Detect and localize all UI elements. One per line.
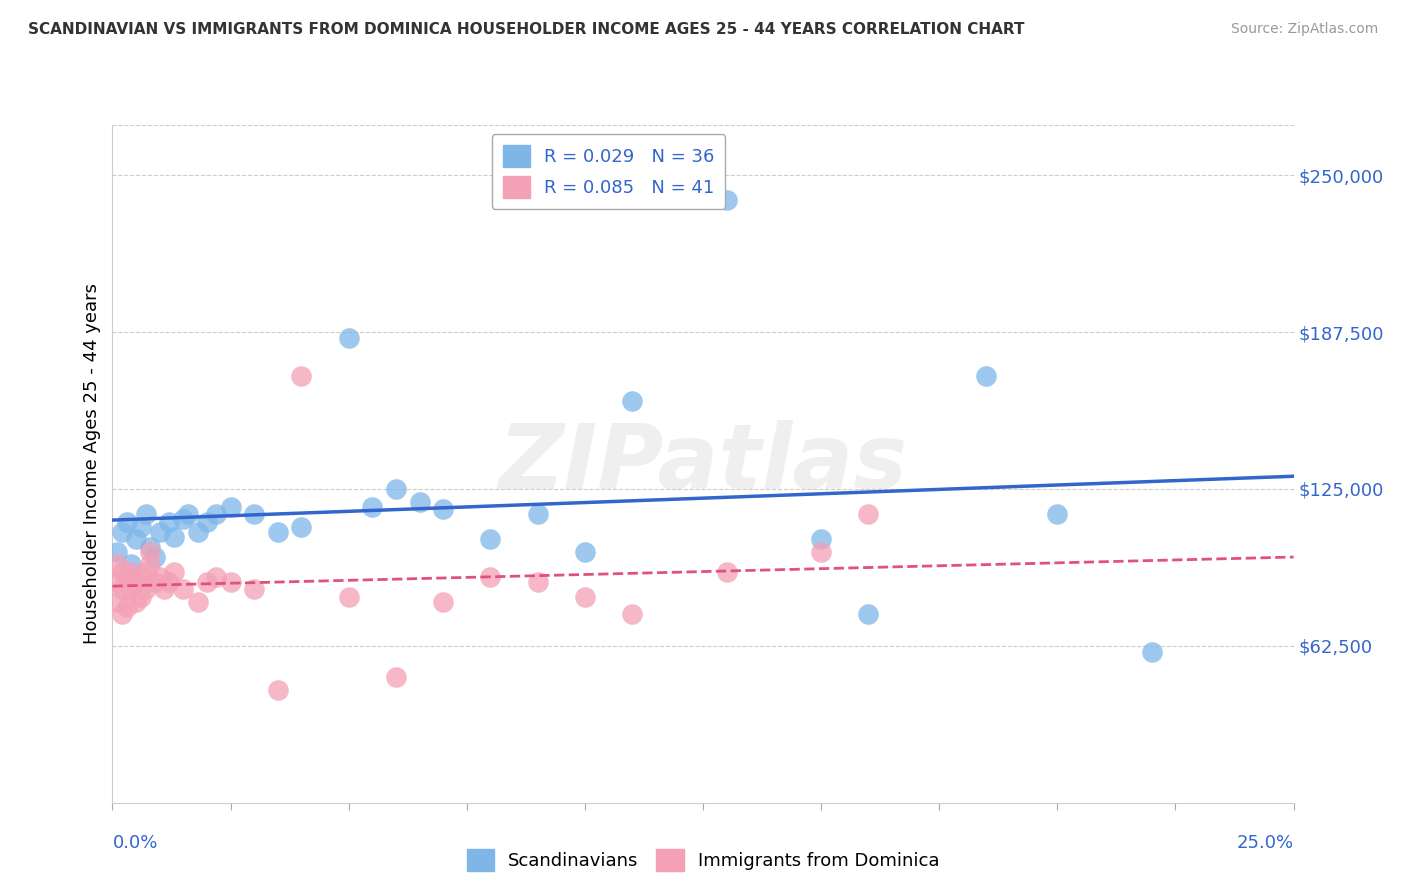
Point [716,565,738,579]
Point [479,532,502,546]
Point [115,570,138,584]
Text: 0.0%: 0.0% [112,834,157,852]
Text: SCANDINAVIAN VS IMMIGRANTS FROM DOMINICA HOUSEHOLDER INCOME AGES 25 - 44 YEARS C: SCANDINAVIAN VS IMMIGRANTS FROM DOMINICA… [28,22,1025,37]
Point [157,515,180,529]
Point [143,549,166,564]
Point [186,595,208,609]
Point [105,595,128,609]
Point [120,565,142,579]
Point [105,574,128,589]
Point [361,500,384,514]
Point [479,570,502,584]
Point [163,530,186,544]
Point [976,368,998,383]
Point [172,582,194,597]
Point [177,507,200,521]
Point [135,565,157,579]
Point [290,519,312,533]
Point [574,590,596,604]
Point [716,193,738,207]
Point [135,582,157,597]
Point [149,524,172,539]
Text: 25.0%: 25.0% [1236,834,1294,852]
Point [219,574,242,589]
Point [385,670,408,684]
Point [115,599,138,614]
Point [105,545,128,559]
Point [337,590,360,604]
Y-axis label: Householder Income Ages 25 - 44 years: Householder Income Ages 25 - 44 years [83,284,101,644]
Point [139,540,162,554]
Point [432,502,454,516]
Point [385,482,408,496]
Point [129,519,152,533]
Point [172,512,194,526]
Point [810,545,832,559]
Point [120,558,142,572]
Point [149,570,172,584]
Point [163,565,186,579]
Point [858,507,880,521]
Point [111,524,134,539]
Point [125,595,148,609]
Point [432,595,454,609]
Point [105,558,128,572]
Point [153,582,176,597]
Point [125,532,148,546]
Point [205,570,228,584]
Point [111,565,134,579]
Point [858,607,880,622]
Point [621,394,644,409]
Point [526,574,548,589]
Point [243,582,266,597]
Point [195,574,218,589]
Point [139,558,162,572]
Point [195,515,218,529]
Text: Source: ZipAtlas.com: Source: ZipAtlas.com [1230,22,1378,37]
Point [115,515,138,529]
Legend: Scandinavians, Immigrants from Dominica: Scandinavians, Immigrants from Dominica [460,842,946,879]
Text: ZIPatlas: ZIPatlas [499,420,907,508]
Point [205,507,228,521]
Legend: R = 0.029   N = 36, R = 0.085   N = 41: R = 0.029 N = 36, R = 0.085 N = 41 [492,134,725,209]
Point [290,368,312,383]
Point [125,574,148,589]
Point [111,582,134,597]
Point [143,574,166,589]
Point [267,524,290,539]
Point [219,500,242,514]
Point [526,507,548,521]
Point [408,494,430,508]
Point [1046,507,1069,521]
Point [139,545,162,559]
Point [186,524,208,539]
Point [337,331,360,345]
Point [243,507,266,521]
Point [120,582,142,597]
Point [129,590,152,604]
Point [810,532,832,546]
Point [267,682,290,697]
Point [1140,645,1163,659]
Point [574,545,596,559]
Point [621,607,644,622]
Point [129,570,152,584]
Point [111,607,134,622]
Point [135,507,157,521]
Point [157,574,180,589]
